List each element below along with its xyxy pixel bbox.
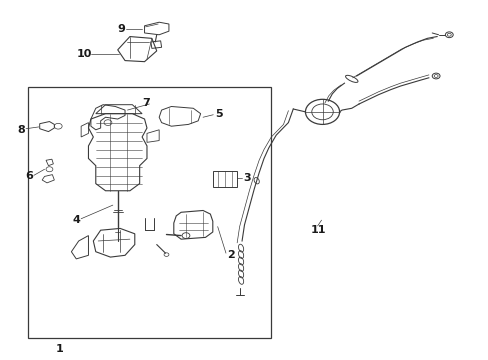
Text: 3: 3 [243, 173, 251, 183]
Text: 7: 7 [142, 98, 149, 108]
Bar [27, 87, 271, 338]
Text: 5: 5 [215, 109, 223, 119]
Text: 8: 8 [18, 125, 25, 135]
Text: 1: 1 [55, 344, 63, 354]
Text: 6: 6 [25, 171, 33, 181]
Text: 4: 4 [73, 215, 81, 225]
Text: 9: 9 [118, 24, 125, 35]
Text: 11: 11 [310, 225, 325, 235]
Bar [212, 171, 237, 187]
Text: 10: 10 [76, 49, 91, 59]
Text: 2: 2 [227, 249, 235, 260]
